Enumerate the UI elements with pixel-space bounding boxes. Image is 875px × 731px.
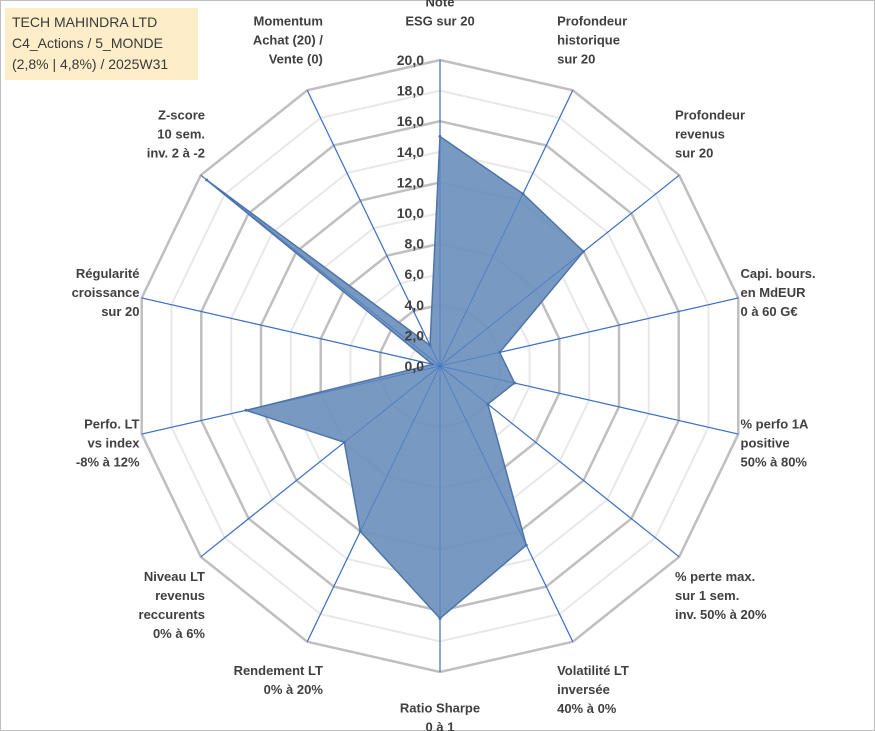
axis-spoke-overlay [306, 90, 441, 367]
period-info: (2,8% | 4,8%) / 2025W31 [12, 56, 169, 72]
tick-label: 0,0 [405, 358, 425, 374]
axis-spoke-overlay [439, 297, 739, 367]
tick-label: 10,0 [397, 205, 424, 221]
tick-label: 16,0 [397, 113, 424, 129]
axis-spoke-overlay [200, 174, 441, 367]
radar-series [141, 60, 739, 672]
axis-spoke-overlay [439, 365, 574, 642]
axis-label: Rendement LT 0% à 20% [234, 663, 324, 697]
axis-label: Profondeur historique sur 20 [557, 13, 627, 66]
axis-spoke-overlay [141, 297, 441, 367]
tick-label: 14,0 [397, 144, 424, 160]
tick-label: 6,0 [405, 266, 425, 282]
axis-label: Ratio Sharpe 0 à 1 [400, 701, 480, 731]
tick-label: 4,0 [405, 297, 425, 313]
axis-label: Régularité croissance sur 20 [72, 266, 140, 319]
axis-spoke-overlay [141, 365, 441, 435]
radar-axis-labels: Note ESG sur 20 Profondeur historique sur 20… [72, 0, 816, 731]
tick-label: 8,0 [405, 236, 425, 252]
axis-label: % perfo 1A positive 50% à 80% [741, 417, 810, 470]
info-box: TECH MAHINDRA LTD C4_Actions / 5_MONDE (… [5, 8, 198, 80]
axis-spoke-overlay [439, 174, 680, 367]
tick-label: 12,0 [397, 174, 424, 190]
stock-name: TECH MAHINDRA LTD [12, 14, 158, 30]
tick-label: 18,0 [397, 83, 424, 99]
portfolio-category: C4_Actions / 5_MONDE [12, 35, 163, 51]
axis-spoke-overlay [439, 90, 574, 367]
axis-spoke-overlay [439, 365, 680, 558]
tick-label: 2,0 [405, 327, 425, 343]
axis-label: Capi. bours. en MdEUR 0 à 60 G€ [741, 266, 816, 319]
axis-label: Volatilité LT inversée 40% à 0% [557, 663, 629, 716]
axis-spoke-overlay [306, 365, 441, 642]
tick-label: 20,0 [397, 52, 424, 68]
axis-label: Profondeur revenus sur 20 [675, 107, 745, 160]
radar-tick-labels: 0,0 2,0 4,0 6,0 8,0 10,0 12,0 14,0 16,0 18,0 20,0 [397, 52, 424, 374]
axis-label: Momentum Achat (20) / Vente (0) [253, 13, 323, 66]
axis-spoke-overlay [200, 365, 441, 558]
axis-spoke-overlay [439, 365, 739, 435]
axis-label: % perte max. sur 1 sem. inv. 50% à 20% [675, 569, 767, 622]
axis-label: Niveau LT revenus reccurents 0% à 6% [139, 569, 206, 641]
axis-label: Perfo. LT vs index -8% à 12% [76, 417, 140, 470]
axis-label: Z-score 10 sem. inv. 2 à -2 [147, 107, 205, 160]
axis-label: Note ESG sur 20 [405, 0, 474, 29]
